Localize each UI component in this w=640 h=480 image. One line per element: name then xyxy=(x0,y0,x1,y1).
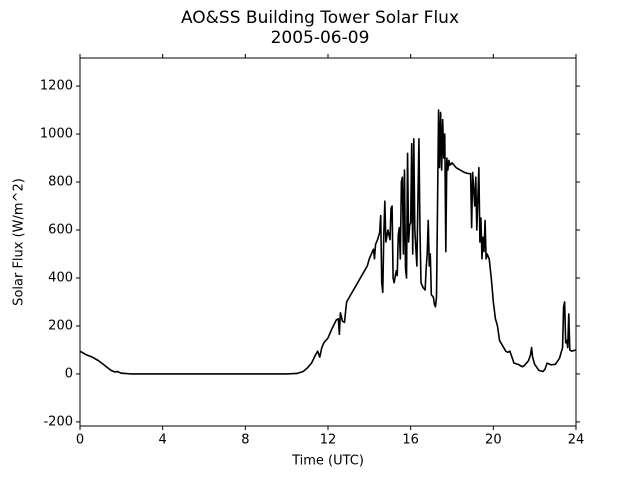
y-tick-label: 200 xyxy=(48,318,73,333)
y-tick-label: 600 xyxy=(48,223,73,238)
x-tick-label: 0 xyxy=(76,433,84,448)
y-tick-label: 0 xyxy=(65,366,73,381)
x-tick-label: 4 xyxy=(159,433,167,448)
data-line xyxy=(79,109,577,375)
y-tick-label: 1000 xyxy=(40,127,73,142)
chart-subtitle: 2005-06-09 xyxy=(271,28,370,48)
y-tick-label: 1200 xyxy=(40,79,73,94)
y-tick-label: -200 xyxy=(43,414,73,429)
x-tick-label: 12 xyxy=(320,433,337,448)
x-tick-label: 24 xyxy=(568,433,585,448)
y-axis-label: Solar Flux (W/m^2) xyxy=(12,178,27,306)
x-tick-label: 8 xyxy=(241,433,249,448)
x-tick-label: 20 xyxy=(485,433,502,448)
y-tick-label: 800 xyxy=(48,175,73,190)
y-tick-label: 400 xyxy=(48,270,73,285)
x-axis-label: Time (UTC) xyxy=(291,454,364,469)
plot-frame xyxy=(79,57,577,427)
x-tick-label: 16 xyxy=(402,433,419,448)
chart-title: AO&SS Building Tower Solar Flux xyxy=(181,8,459,28)
